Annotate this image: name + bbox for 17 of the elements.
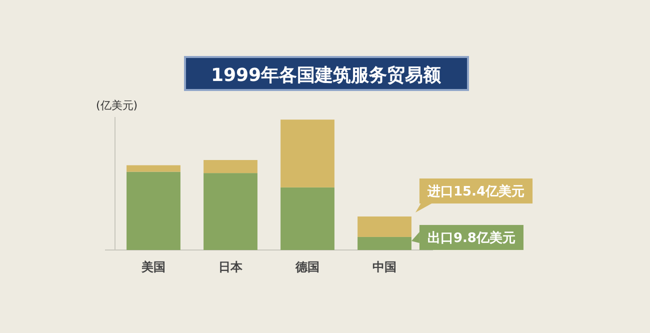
chart-title: 1999年各国建筑服务贸易额 bbox=[210, 65, 442, 86]
x-tick-label: 中国 bbox=[372, 260, 396, 274]
x-tick-label: 德国 bbox=[294, 260, 320, 274]
bar bbox=[358, 216, 412, 237]
bar bbox=[280, 187, 334, 250]
bar bbox=[126, 172, 180, 250]
y-axis-title: (亿美元) bbox=[96, 99, 138, 112]
x-tick-label: 日本 bbox=[218, 260, 244, 274]
bar bbox=[204, 160, 258, 174]
bar bbox=[126, 165, 180, 172]
x-tick-label: 美国 bbox=[140, 260, 166, 274]
title: 1999年各国建筑服务贸易额 bbox=[184, 56, 469, 91]
annotation: 出口9.8亿美元 bbox=[427, 230, 516, 246]
bar bbox=[204, 173, 258, 250]
bar bbox=[280, 120, 334, 188]
bar bbox=[358, 236, 412, 250]
annotation: 进口15.4亿美元 bbox=[426, 183, 525, 200]
